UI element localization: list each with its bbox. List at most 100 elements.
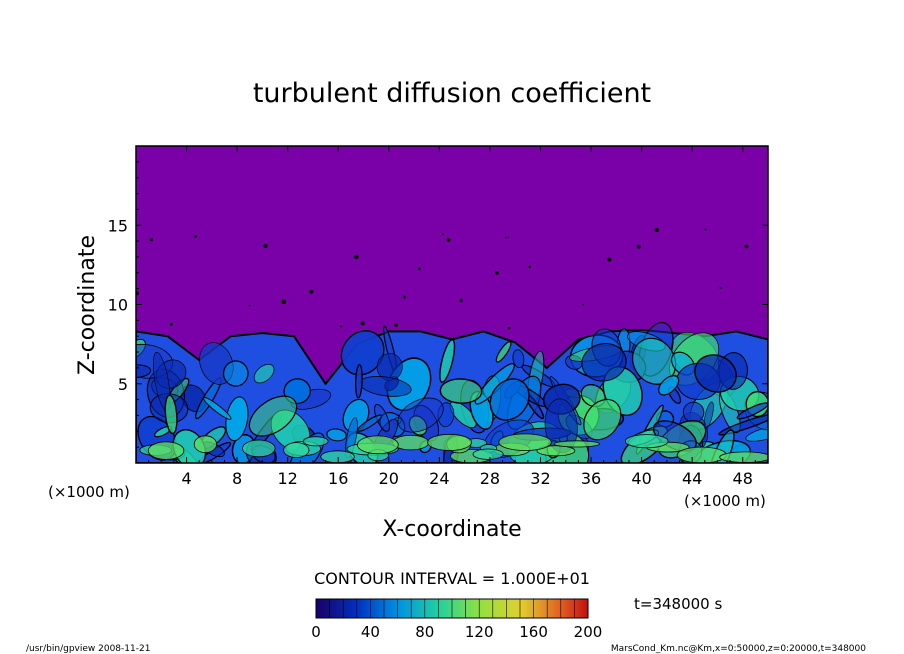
eddy-contour (489, 378, 530, 421)
isolated-contour (169, 322, 173, 326)
surface-contour (242, 439, 276, 458)
colorbar-tick-label: 0 (311, 623, 321, 641)
isolated-contour (403, 295, 407, 299)
footer-left: /usr/bin/gpview 2008-11-21 (26, 644, 150, 654)
x-axis-label: X-coordinate (382, 517, 521, 542)
x-axis: 4 8 12 16 20 24 28 32 36 40 44 48 (148, 146, 756, 488)
x-tick-label: 20 (379, 469, 399, 488)
isolated-contour (194, 235, 198, 238)
x-tick-label: 28 (480, 469, 500, 488)
eddy-contour (495, 341, 512, 363)
eddy-contour (248, 395, 298, 437)
eddy-contour (718, 413, 768, 436)
eddy-contour (437, 402, 455, 428)
isolated-contour (744, 244, 749, 249)
y-tick-label: 15 (108, 216, 128, 235)
eddy-contour (703, 401, 714, 429)
plot-area (136, 146, 768, 463)
eddy-contour (397, 397, 444, 433)
colorbar-tick-label: 160 (519, 623, 548, 641)
eddy-contour (583, 398, 622, 441)
isolated-contour (354, 254, 359, 260)
x-tick-label: 24 (429, 469, 449, 488)
colorbar-tick-label: 80 (415, 623, 434, 641)
isolated-contour (459, 298, 464, 303)
isolated-contour (418, 267, 421, 271)
eddy-contour (354, 363, 363, 399)
eddy-contour (581, 343, 627, 382)
eddy-contour (658, 375, 680, 396)
x-tick-label: 40 (631, 469, 651, 488)
eddy-contour (439, 339, 456, 383)
time-label: t=348000 s (634, 595, 722, 613)
x-tick-label: 32 (530, 469, 550, 488)
surface-contour (283, 442, 310, 459)
isolated-contour (340, 325, 343, 328)
surface-contour (719, 451, 768, 463)
isolated-contour (309, 289, 314, 294)
y-axis: 5 10 15 (108, 161, 768, 448)
surface-contour (193, 435, 217, 454)
isolated-contour (360, 321, 365, 326)
surface-contour (302, 436, 329, 447)
isolated-contour (507, 326, 511, 330)
surface-contour (553, 440, 601, 448)
x-tick-label: 16 (328, 469, 348, 488)
eddy-contour (356, 414, 383, 432)
eddy-contour (439, 378, 483, 404)
eddy-contour (222, 360, 249, 387)
footer-right: MarsCond_Km.nc@Km,x=0:50000,z=0:20000,t=… (611, 644, 866, 654)
x-tick-label: 4 (181, 469, 191, 488)
surface-contour (498, 433, 552, 451)
isolated-contour (607, 257, 612, 262)
colorbar-tick-label: 120 (465, 623, 494, 641)
surface-contour (472, 448, 504, 460)
isolated-contour (394, 323, 398, 328)
isolated-contour (504, 236, 507, 239)
isolated-contour (719, 286, 722, 289)
isolated-contour (441, 233, 444, 236)
eddy-contour (694, 354, 737, 393)
x-tick-label: 36 (581, 469, 601, 488)
surface-contour (147, 441, 185, 460)
isolated-contour (636, 244, 641, 249)
eddy-contour (199, 342, 234, 385)
eddy-contour (326, 428, 347, 442)
surface-contour (427, 433, 473, 451)
eddy-contour (512, 349, 525, 369)
colorbar-tick-label: 200 (574, 623, 603, 641)
isolated-contour (446, 238, 451, 242)
x-tick-label: 12 (278, 469, 298, 488)
y-tick-label: 5 (118, 375, 128, 394)
eddy-contour (253, 363, 275, 384)
contour-interval: CONTOUR INTERVAL = 1.000E+01 (314, 569, 590, 588)
eddy-contour (736, 402, 768, 420)
isolated-contour (654, 227, 659, 233)
isolated-contour (263, 243, 268, 248)
colorbar-ticks: 0 40 80 120 160 200 (311, 623, 602, 641)
surface-contour (392, 434, 430, 451)
surface-contour (624, 434, 669, 449)
isolated-contour (507, 236, 510, 239)
isolated-contour (149, 238, 153, 242)
x-tick-label: 44 (682, 469, 702, 488)
isolated-contour (582, 303, 584, 306)
isolated-contour (281, 299, 287, 305)
x-tick-label: 48 (733, 469, 753, 488)
isolated-contour (248, 304, 251, 307)
surface-contour (356, 435, 399, 455)
y-axis-label: Z-coordinate (75, 235, 100, 375)
eddy-contour (449, 401, 477, 429)
surface-contour (676, 446, 727, 463)
surface-contour (536, 445, 576, 457)
isolated-contour (704, 228, 707, 231)
x-unit-left: (×1000 m) (48, 483, 130, 501)
eddy-contour (164, 394, 178, 435)
isolated-contour (495, 270, 499, 275)
colorbar-contour-lines (329, 599, 575, 618)
x-tick-label: 8 (232, 469, 242, 488)
y-tick-label: 10 (108, 296, 128, 315)
chart-title: turbulent diffusion coefficient (253, 78, 651, 109)
turbulent-structures (136, 224, 768, 463)
